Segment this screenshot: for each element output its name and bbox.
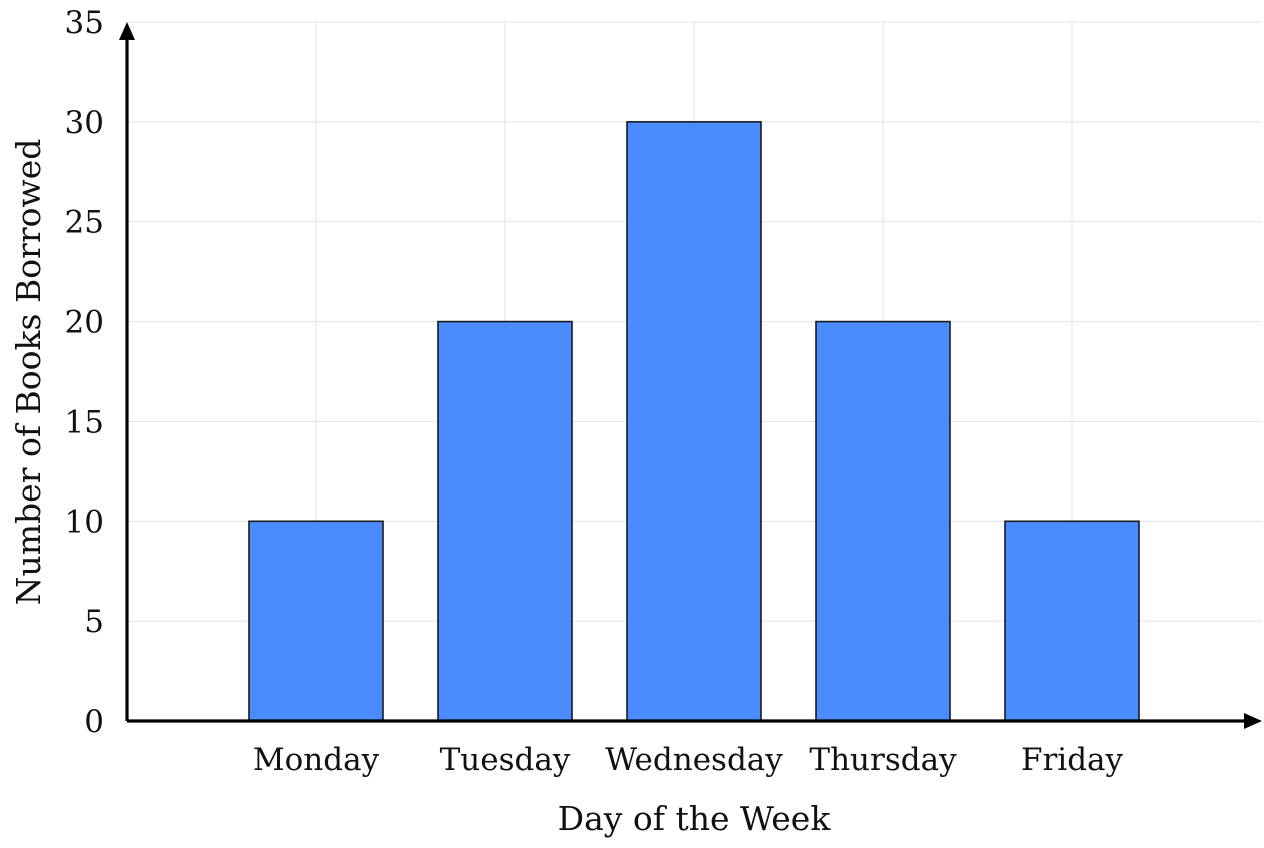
y-tick-label: 5 [84,604,104,640]
bar-monday [248,520,384,722]
y-axis-title: Number of Books Borrowed [9,139,48,606]
y-tick-label: 10 [65,504,104,540]
x-tick-label: Friday [1021,742,1124,778]
x-axis-title: Day of the Week [558,799,832,838]
bar-wednesday [626,121,762,722]
y-tick-label: 25 [65,205,104,241]
x-tick-labels: Monday Tuesday Wednesday Thursday Friday [253,742,1124,778]
x-tick-label: Tuesday [440,742,571,778]
y-tick-label: 20 [65,305,104,341]
y-tick-label: 35 [65,5,104,41]
x-tick-label: Wednesday [605,742,783,778]
bar-friday [1004,520,1140,722]
x-tick-label: Monday [253,742,380,778]
bar-tuesday [437,320,573,722]
y-axis-arrow [119,22,135,40]
x-axis-arrow [1244,713,1262,729]
y-tick-labels: 0 5 10 15 20 25 30 35 [65,5,104,740]
bar-thursday [815,320,951,722]
bars [248,121,1140,722]
y-tick-label: 30 [65,105,104,141]
y-tick-label: 0 [84,704,104,740]
axes [119,22,1262,729]
x-tick-label: Thursday [809,742,957,778]
y-tick-label: 15 [65,404,104,440]
